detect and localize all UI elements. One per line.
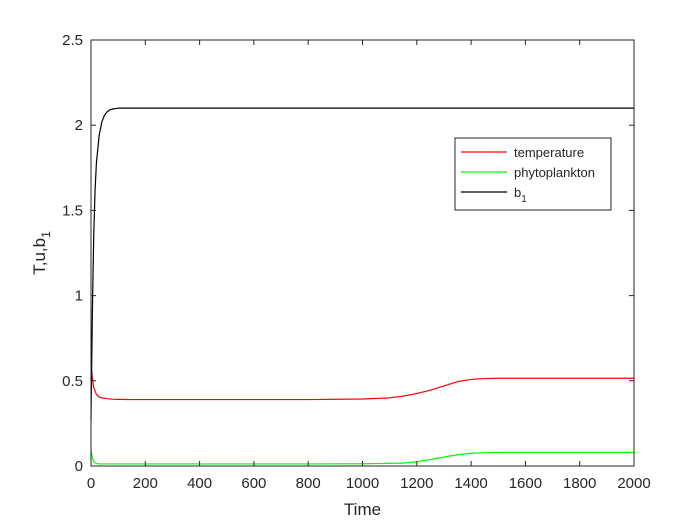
x-tick-label: 600: [241, 475, 266, 492]
y-tick-label: 1: [75, 288, 83, 305]
x-tick-label: 1400: [454, 475, 487, 492]
series-line-3: [90, 107, 634, 420]
series-line-2: [90, 450, 634, 465]
y-axis-label: T,u,b1: [30, 231, 53, 275]
y-axis-label-subscript: 1: [39, 231, 53, 238]
plot-area: [91, 40, 634, 466]
legend-label-text: temperature: [514, 145, 584, 160]
y-axis-label-main: T,u,b: [30, 238, 49, 275]
axis-ticks: 0 200 400 600 800 1000 1200 1400 1600 1800 2000 0 0.…: [62, 32, 651, 492]
x-tick-label: 400: [187, 475, 212, 492]
legend-label-2: phytoplankton: [514, 165, 595, 180]
y-tick-label: 0: [75, 458, 83, 475]
x-tick-label: 800: [296, 475, 321, 492]
x-tick-label: 0: [87, 475, 95, 492]
legend-label-text: phytoplankton: [514, 165, 595, 180]
x-tick-label: 2000: [617, 475, 650, 492]
x-tick-label: 1600: [509, 475, 542, 492]
x-axis-label: Time: [344, 500, 381, 519]
y-tick-label: 2.5: [62, 32, 83, 49]
y-tick-label: 1.5: [62, 202, 83, 219]
legend-box: [454, 137, 612, 211]
y-tick-label: 2: [75, 117, 83, 134]
x-tick-label: 200: [133, 475, 158, 492]
plot-background: [91, 40, 634, 466]
series-lines: [90, 107, 634, 465]
y-tick-label: 0.5: [62, 373, 83, 390]
series-line-1: [90, 363, 634, 401]
x-tick-label: 1000: [346, 475, 379, 492]
legend-label-1: temperature: [514, 145, 584, 160]
legend-label-subscript: 1: [521, 194, 527, 205]
x-tick-label: 1200: [400, 475, 433, 492]
legend-label-text: b: [514, 185, 521, 200]
legend: temperature phytoplankton b1: [454, 137, 612, 211]
x-tick-label: 1800: [563, 475, 596, 492]
legend-label-3: b1: [514, 185, 527, 205]
